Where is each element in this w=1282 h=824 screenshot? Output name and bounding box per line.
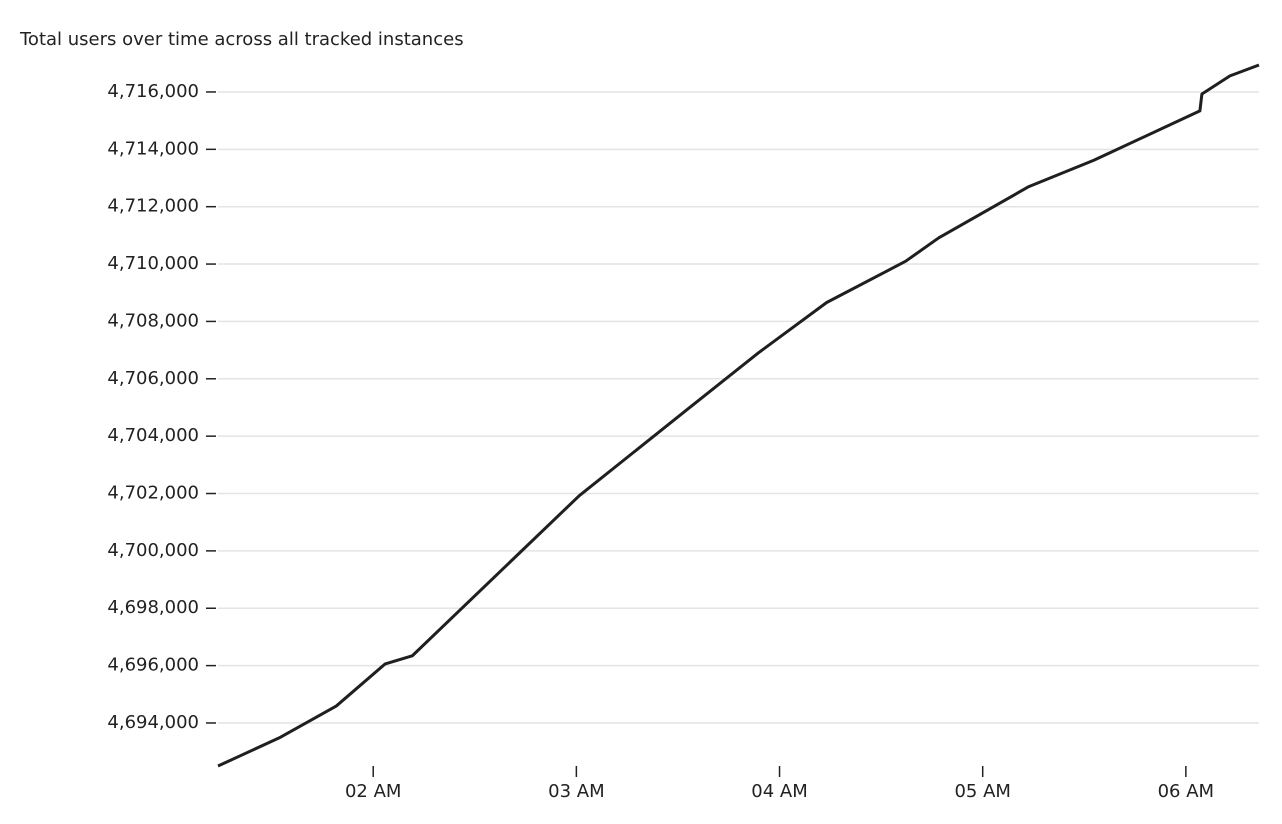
y-tick-label: 4,694,000 [107,712,199,733]
y-tick-label: 4,714,000 [107,138,199,159]
x-tick-label: 06 AM [1158,781,1214,802]
y-tick-label: 4,710,000 [107,253,199,274]
x-tick-label: 03 AM [548,781,604,802]
y-tick-label: 4,706,000 [107,368,199,389]
x-tick-label: 02 AM [345,781,401,802]
y-tick-label: 4,704,000 [107,425,199,446]
x-tick-label: 05 AM [954,781,1010,802]
y-tick-label: 4,702,000 [107,483,199,504]
y-tick-label: 4,712,000 [107,196,199,217]
y-tick-label: 4,700,000 [107,540,199,561]
y-tick-label: 4,716,000 [107,81,199,102]
line-series [217,63,1260,768]
x-tick-label: 04 AM [751,781,807,802]
y-tick-label: 4,698,000 [107,597,199,618]
y-tick-label: 4,708,000 [107,310,199,331]
chart-title: Total users over time across all tracked… [19,29,464,50]
y-tick-label: 4,696,000 [107,655,199,676]
